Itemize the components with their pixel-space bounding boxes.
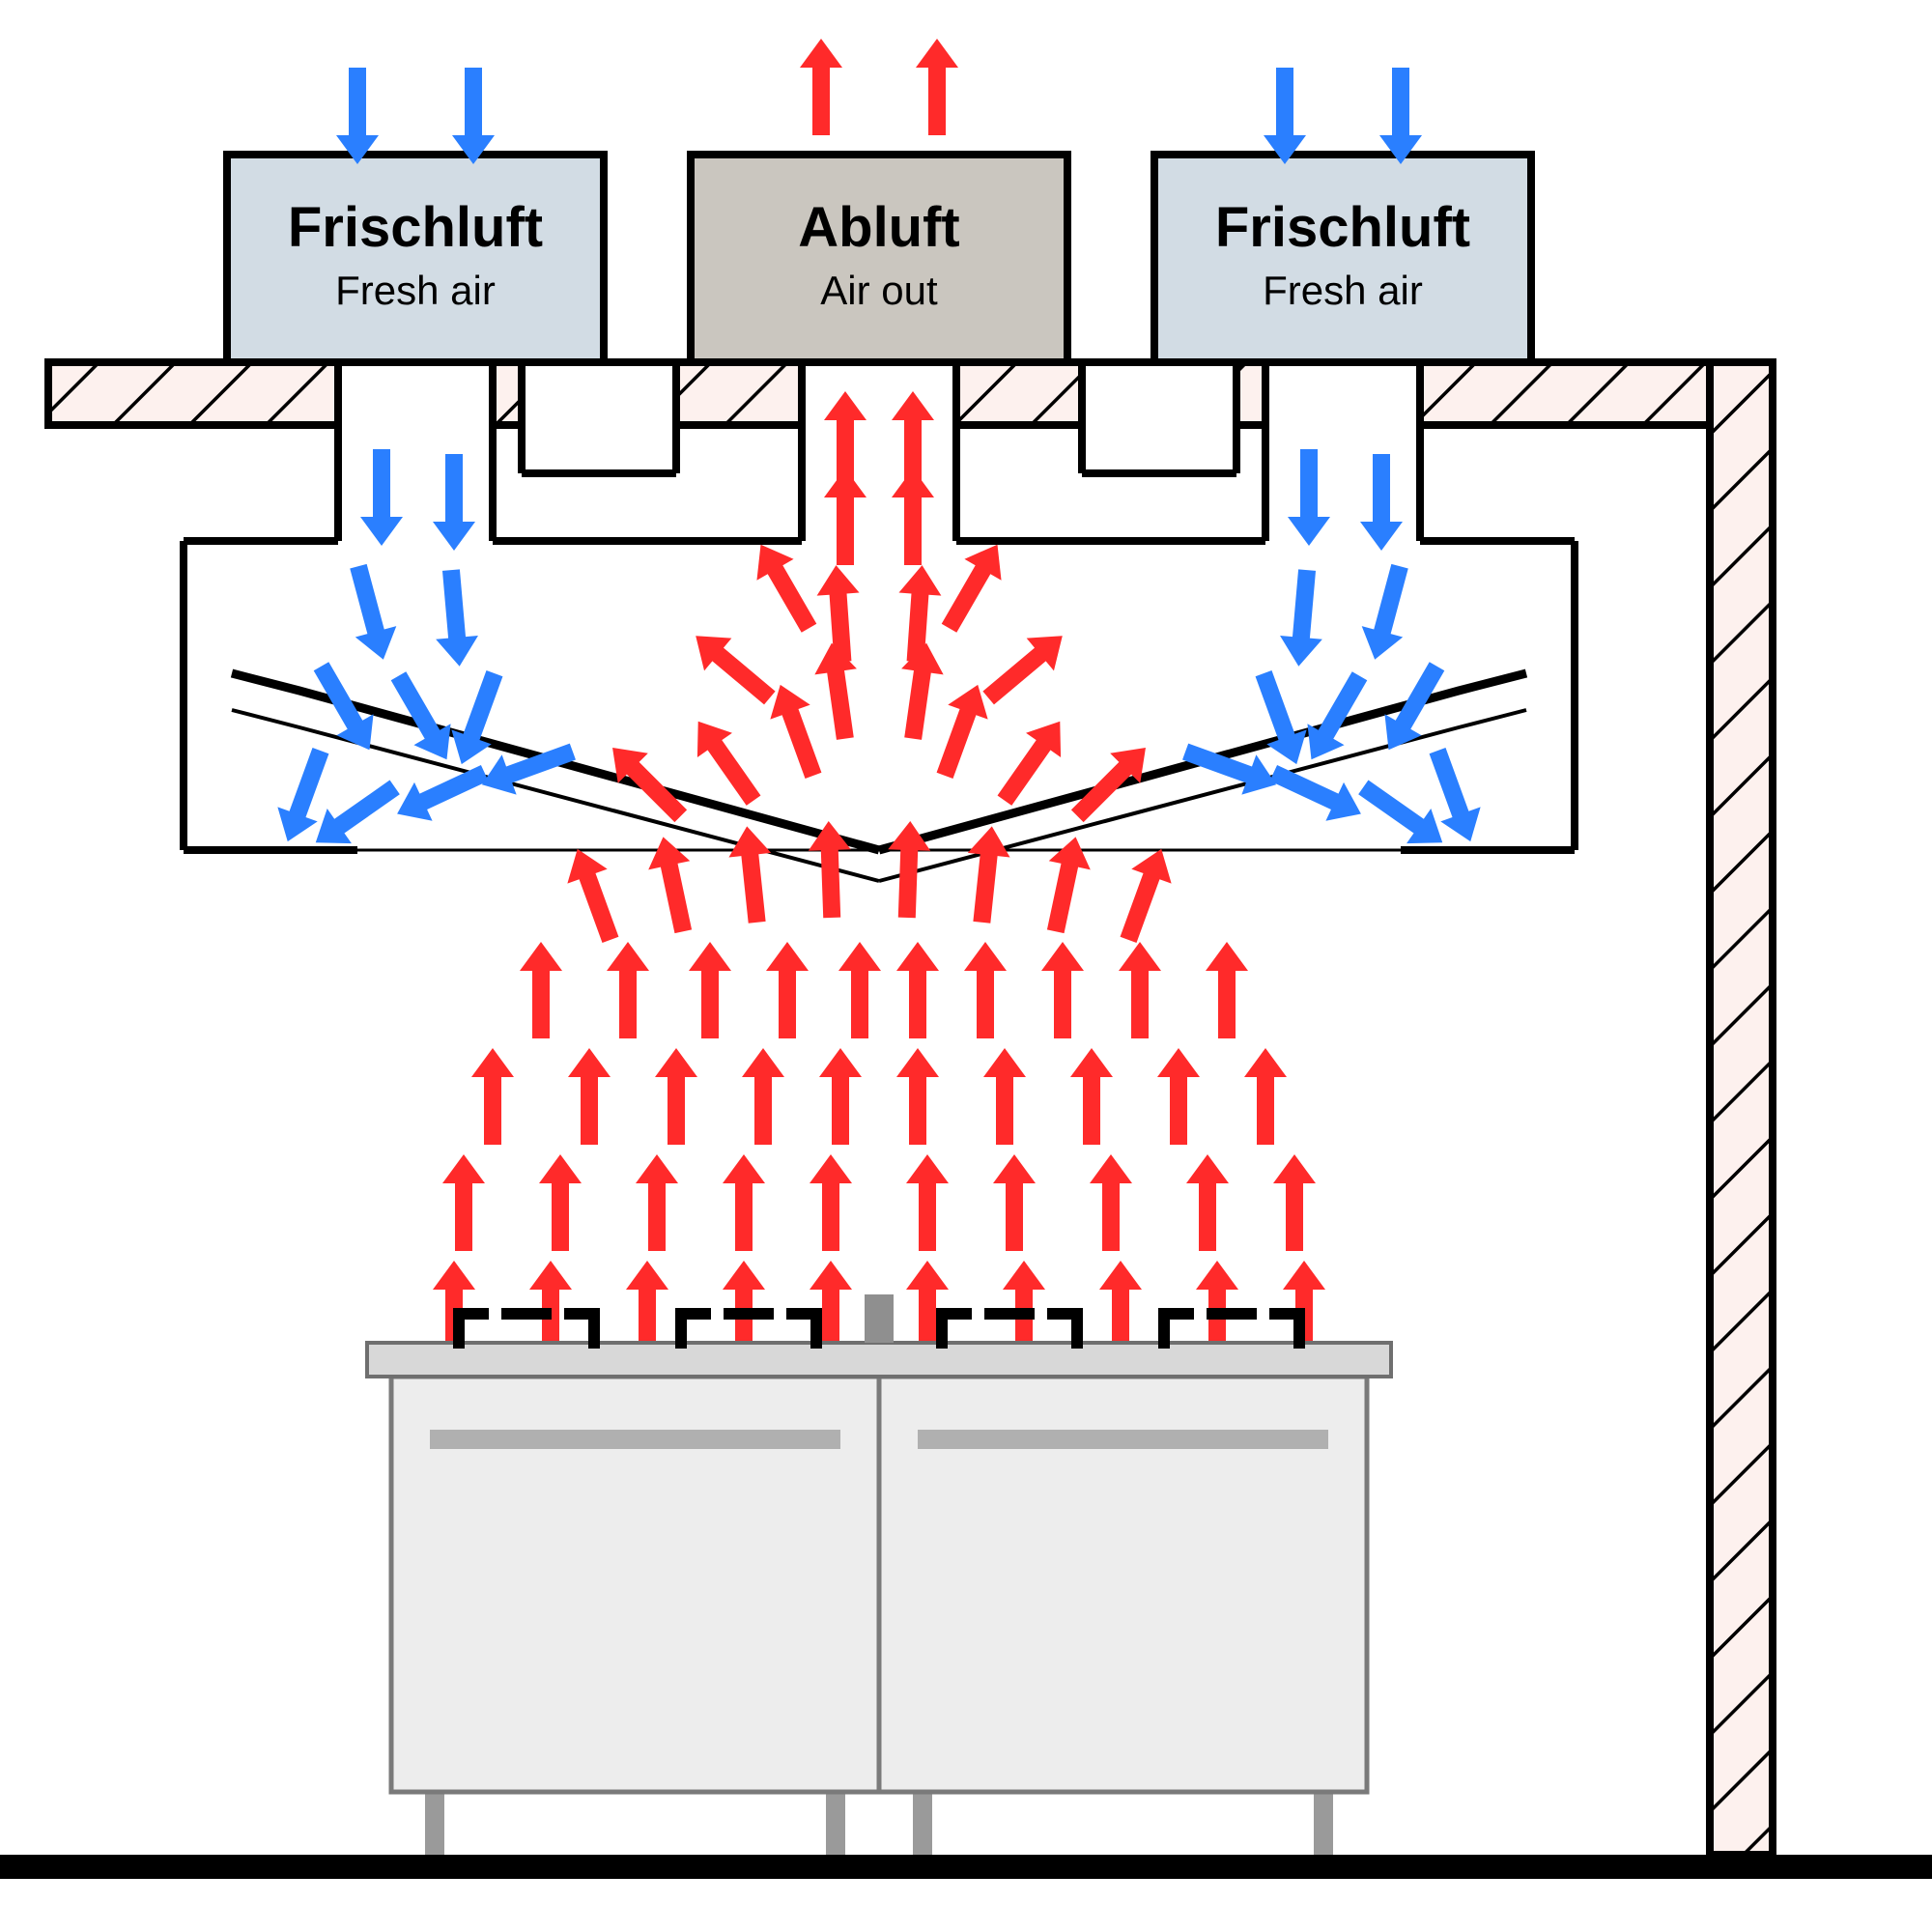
box-exhaust-subtitle: Air out <box>820 268 938 313</box>
floor <box>0 1855 1932 1879</box>
box-fresh-right-subtitle: Fresh air <box>1263 268 1423 313</box>
box-exhaust-title: Abluft <box>798 196 960 259</box>
cooktop <box>367 1343 1391 1377</box>
box-fresh-left-title: Frischluft <box>288 196 543 259</box>
box-fresh-right-title: Frischluft <box>1215 196 1470 259</box>
ventilation-diagram: Frischluft Fresh air Abluft Air out Frischlu… <box>0 0 1932 1932</box>
box-fresh-left-subtitle: Fresh air <box>335 268 496 313</box>
wall <box>1710 362 1773 1855</box>
